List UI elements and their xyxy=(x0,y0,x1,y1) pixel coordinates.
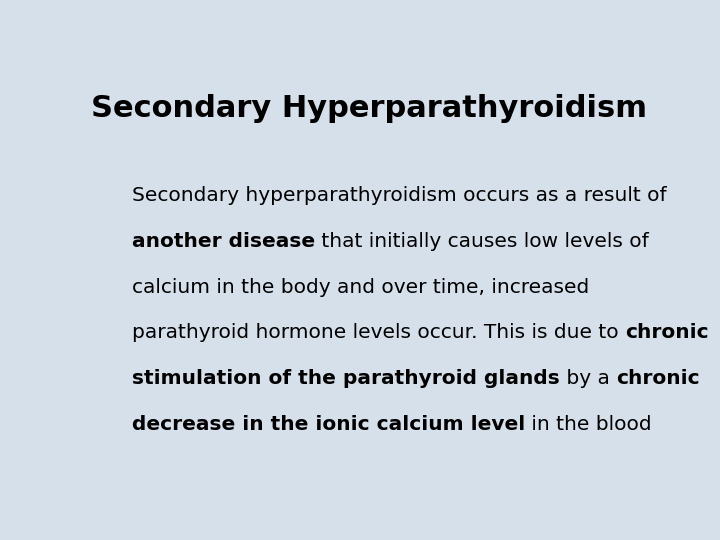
Text: another disease: another disease xyxy=(132,232,315,251)
Text: calcium in the body and over time, increased: calcium in the body and over time, incre… xyxy=(132,278,589,297)
Text: chronic: chronic xyxy=(625,323,708,342)
Text: stimulation of the parathyroid glands: stimulation of the parathyroid glands xyxy=(132,369,559,388)
Text: chronic: chronic xyxy=(616,369,699,388)
Text: Secondary hyperparathyroidism occurs as a result of: Secondary hyperparathyroidism occurs as … xyxy=(132,186,667,205)
Text: that initially causes low levels of: that initially causes low levels of xyxy=(315,232,649,251)
Text: parathyroid hormone levels occur. This is due to: parathyroid hormone levels occur. This i… xyxy=(132,323,625,342)
Text: in the blood: in the blood xyxy=(525,415,652,434)
Text: decrease in the ionic calcium level: decrease in the ionic calcium level xyxy=(132,415,525,434)
Text: Secondary Hyperparathyroidism: Secondary Hyperparathyroidism xyxy=(91,94,647,123)
Text: by a: by a xyxy=(559,369,616,388)
